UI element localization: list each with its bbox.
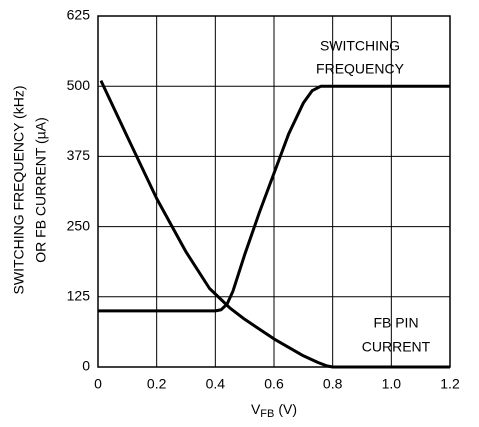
x-tick-label: 0.4 (206, 376, 226, 392)
plot-frame (97, 15, 451, 368)
x-tick-label: 0.8 (323, 376, 343, 392)
annotation: CURRENT (362, 339, 431, 355)
x-tick-label: 0.6 (264, 376, 284, 392)
x-tick-label: 0.2 (147, 376, 167, 392)
y-tick-label: 375 (67, 147, 91, 163)
x-tick-label: 0 (94, 376, 102, 392)
annotation: FB PIN (373, 315, 418, 331)
x-label-sub: FB (260, 408, 274, 420)
annotation: SWITCHING (320, 38, 400, 54)
y-tick-label: 500 (67, 77, 91, 93)
y-label-line: SWITCHING FREQUENCY (kHz) (11, 86, 27, 295)
x-tick-label: 1.0 (382, 376, 402, 392)
y-tick-label: 250 (67, 217, 91, 233)
x-label-main: V (251, 401, 261, 417)
annotation: FREQUENCY (316, 61, 405, 77)
y-label: SWITCHING FREQUENCY (kHz) OR FB CURRENT … (11, 86, 49, 295)
line-series (99, 79, 450, 369)
x-label-unit: (V) (278, 401, 297, 417)
y-tick-label: 0 (82, 358, 90, 374)
line-series (98, 84, 450, 313)
y-tick-label: 125 (67, 288, 91, 304)
y-label-line: OR FB CURRENT (µA) (33, 117, 49, 262)
y-tick-label: 625 (67, 7, 91, 23)
x-tick-label: 1.2 (440, 376, 460, 392)
x-label: VFB (V) (251, 401, 297, 420)
